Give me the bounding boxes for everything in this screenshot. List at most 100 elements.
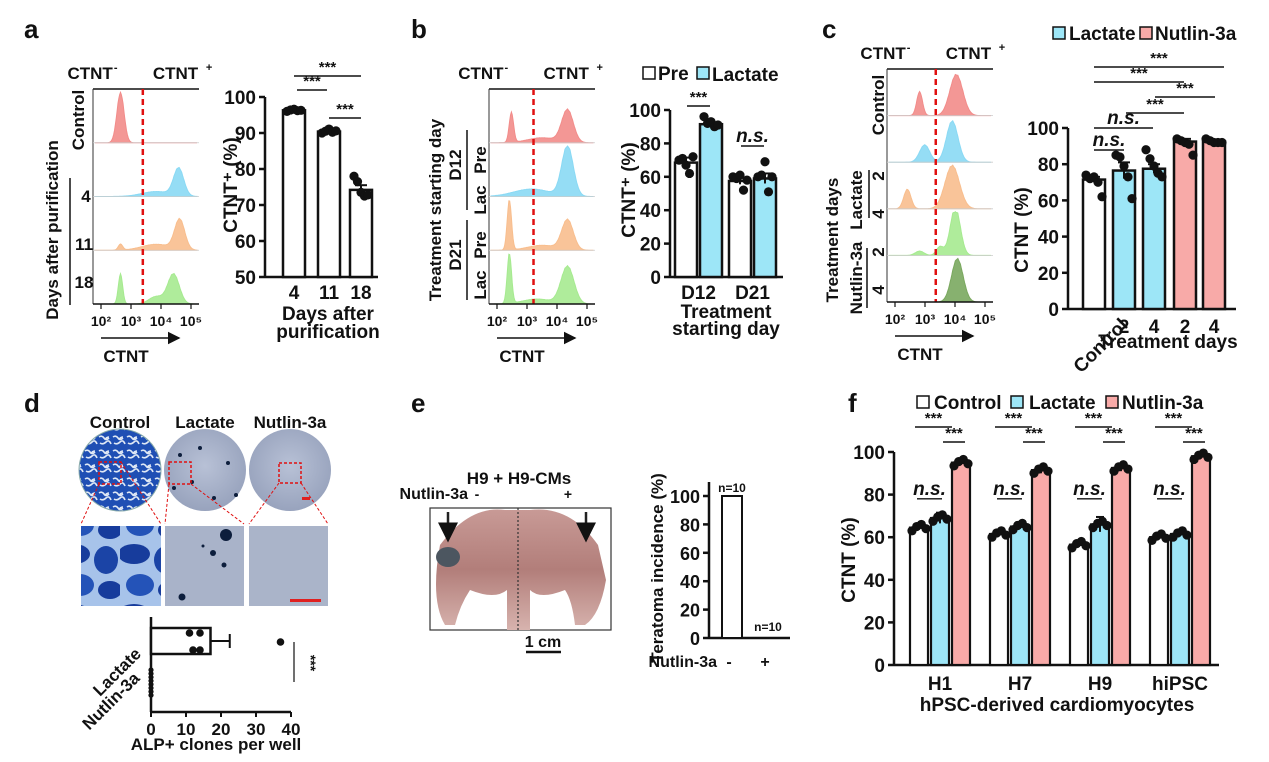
flow-a-x-tick-label: 10⁴ [150, 313, 173, 329]
chart-f-x-tick-label: H1 [928, 674, 953, 695]
chart-d-data-point [148, 667, 154, 673]
chart-a-x-tick-label: 18 [350, 283, 371, 304]
panel-e-title: H9 + H9-CMs [467, 469, 571, 488]
chart-a-y-tick-label: 90 [235, 124, 256, 145]
panel-label-f: f [848, 388, 857, 418]
flow-b-x-tick-label: 10² [487, 313, 508, 329]
chart-c-legend-label: Lactate [1069, 24, 1136, 45]
alp-colony [198, 446, 202, 450]
chart-e-y-tick-label: 80 [680, 515, 700, 535]
chart-d-x-label: ALP+ clones per well [131, 735, 302, 754]
chart-f-y-label: CTNT (%) [839, 517, 860, 602]
flow-b-x-tick-label: 10⁴ [546, 313, 569, 329]
chart-c-y-tick-label: 100 [1027, 119, 1059, 140]
flow-b-neg-label: CTNT [458, 64, 504, 83]
zoom-region-box [278, 462, 302, 484]
chart-f-y-tick-label: 80 [864, 486, 885, 507]
flow-c-y-group-label: Treatment days [823, 178, 842, 303]
chart-a-y-tick-label: 80 [235, 160, 256, 181]
chart-c-data-point [1093, 177, 1103, 187]
chart-d-x-tick-label: 20 [212, 720, 231, 739]
panel-d-condition-label: Control [90, 413, 150, 432]
chart-b-data-point [763, 187, 774, 197]
flow-b-pos-sup: + [597, 62, 603, 74]
chart-c-data-point [1188, 150, 1198, 160]
chart-c-bar [1111, 169, 1137, 311]
flow-b-group-label: D21 [446, 239, 465, 270]
chart-d-data-point [148, 685, 154, 691]
chart-c-significance-label: *** [1130, 65, 1148, 82]
chart-f-bar [929, 516, 951, 667]
zoom-lactate-image [165, 526, 244, 606]
chart-c-data-point [1145, 154, 1155, 164]
chart-f-bar [1110, 466, 1132, 667]
chart-e-x-tick-label: + [760, 654, 769, 671]
chart-b-y-tick-label: 40 [640, 201, 661, 222]
chart-f-legend-label: Control [934, 393, 1002, 414]
chart-f-y-tick-label: 100 [853, 443, 885, 464]
chart-e-x-tick-label: - [726, 654, 731, 671]
flow-a-x-tick-label: 10⁵ [180, 313, 202, 329]
chart-e-bar-label: n=10 [754, 620, 782, 634]
chart-f-legend-label: Lactate [1029, 393, 1096, 414]
chart-f-x-label: hPSC-derived cardiomyocytes [920, 695, 1195, 716]
chart-f-bar [1068, 543, 1090, 667]
panel-label-b: b [411, 14, 427, 44]
flow-c-group-label: Lactate [847, 170, 866, 230]
chart-b-legend-label: Lactate [712, 65, 779, 86]
chart-d-x-tick-label: 0 [146, 720, 155, 739]
flow-a-neg-label: CTNT [67, 64, 113, 83]
flow-b-x-tick-label: 10⁵ [576, 313, 598, 329]
chart-f-data-point [1123, 464, 1133, 474]
chart-a-x-label: Days after [282, 304, 374, 325]
chart-f-x-tick-label: hiPSC [1152, 674, 1208, 695]
chart-b-data-point [738, 185, 749, 195]
panel-e-treatment-label: Nutlin-3a [400, 486, 469, 503]
chart-f-y-tick-label: 60 [864, 528, 885, 549]
flow-c-histogram-1 [889, 120, 991, 163]
flow-b-x-tick-label: 10³ [517, 313, 538, 329]
flow-b-group-label: D12 [446, 149, 465, 180]
chart-c-bar [1172, 140, 1198, 311]
panel-d-condition-label: Lactate [175, 413, 235, 432]
flow-c-x-label: CTNT [897, 345, 943, 364]
chart-f-significance-label: *** [925, 410, 943, 427]
chart-c-y-tick-label: 20 [1038, 264, 1059, 285]
chart-f-data-point [963, 459, 973, 469]
flow-a-x-tick-label: 10² [91, 313, 112, 329]
chart-f-legend-swatch-control [916, 395, 930, 409]
chart-a-significance-label: *** [319, 59, 337, 76]
chart-f-data-point [942, 514, 952, 524]
chart-f-data-point [1102, 520, 1112, 531]
flow-c-neg-label: CTNT [860, 44, 906, 63]
chart-e-bar [721, 495, 743, 639]
chart-d-data-point [185, 629, 194, 637]
flow-c-row-label: 4 [869, 285, 888, 295]
chart-f-legend-swatch-lactate [1010, 395, 1024, 409]
flow-b-histogram-2 [490, 200, 594, 251]
flow-c-x-tick-label: 10⁴ [944, 311, 967, 327]
chart-f-data-point [1081, 541, 1091, 551]
chart-c-data-point [1217, 137, 1227, 148]
flow-c-x-tick-label: 10² [885, 311, 906, 327]
chart-c-data-point [1123, 172, 1133, 182]
chart-f-x-tick-label: H9 [1088, 674, 1112, 695]
flow-a-row-label: 4 [81, 187, 91, 206]
chart-f-legend-swatch-nutlin [1105, 395, 1119, 409]
chart-b-bar [727, 179, 753, 279]
chart-d-data-point [196, 629, 204, 637]
chart-b-y-label: CTNT⁺ (%) [619, 142, 640, 238]
chart-d-x-tick-label: 40 [282, 720, 301, 739]
chart-a-y-tick-label: 50 [235, 268, 256, 289]
chart-a-data-point [352, 177, 363, 187]
flow-b-row-label: Lac [471, 270, 490, 299]
chart-b-significance-label: *** [690, 89, 708, 106]
flow-c-pos-label: CTNT [946, 44, 992, 63]
chart-e-y-tick-label: 60 [680, 544, 700, 564]
chart-f-data-point [1022, 523, 1032, 533]
chart-f-bar [1169, 532, 1191, 667]
chart-f-bar [950, 461, 972, 667]
zoom-scale-bar [290, 599, 321, 602]
chart-a-significance-label: *** [303, 73, 321, 90]
